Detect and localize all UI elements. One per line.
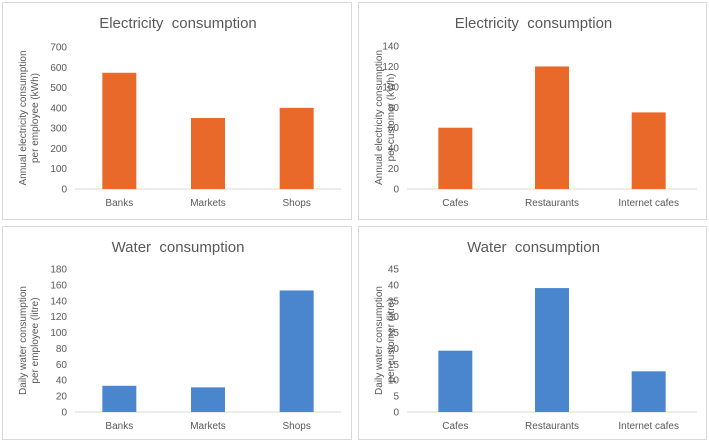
y-tick-label: 600 [50, 63, 67, 74]
y-tick-label: 0 [61, 185, 67, 196]
y-axis-label: Daily water consumption [374, 286, 385, 395]
chart-title: Water consumption [467, 239, 600, 256]
y-tick-label: 15 [388, 360, 400, 371]
bar [102, 385, 137, 412]
y-tick-label: 120 [50, 312, 67, 323]
x-tick-label: Banks [105, 421, 133, 432]
bar [438, 350, 473, 412]
bar [438, 127, 473, 189]
bar [191, 387, 225, 412]
x-tick-label: Markets [190, 421, 226, 432]
y-tick-label: 200 [50, 144, 67, 155]
water-per-employee-chart: Water consumption Daily water consumption… [18, 239, 341, 432]
bar [191, 118, 225, 189]
bar [279, 107, 314, 189]
y-tick-label: 40 [388, 280, 400, 291]
y-tick-label: 100 [50, 328, 67, 339]
y-axis-label: per customer (litre) [386, 299, 397, 383]
y-tick-label: 120 [382, 62, 399, 73]
x-tick-label: Shops [282, 198, 310, 209]
x-tick-label: Internet cafes [618, 198, 679, 209]
x-tick-label: Cafes [442, 198, 468, 209]
x-tick-label: Restaurants [525, 421, 579, 432]
y-axis-label: per customer (kWh) [386, 74, 397, 162]
electricity-per-customer-panel: Electricity consumption Annual electricit… [358, 2, 707, 220]
y-tick-label: 20 [388, 344, 400, 355]
chart-title: Water consumption [112, 239, 245, 256]
y-tick-label: 45 [388, 265, 400, 276]
chart-title: Electricity consumption [455, 15, 613, 32]
y-tick-label: 30 [388, 312, 400, 323]
y-tick-label: 140 [382, 42, 399, 53]
y-tick-label: 20 [56, 392, 68, 403]
y-tick-label: 25 [388, 328, 400, 339]
y-tick-label: 0 [393, 185, 399, 196]
y-tick-label: 20 [388, 164, 400, 175]
y-tick-label: 35 [388, 296, 400, 307]
x-tick-label: Cafes [442, 421, 468, 432]
y-tick-label: 60 [56, 360, 68, 371]
y-tick-label: 140 [50, 296, 67, 307]
y-tick-label: 5 [393, 392, 399, 403]
y-tick-label: 40 [56, 376, 68, 387]
y-tick-label: 0 [61, 408, 67, 419]
bar [279, 290, 314, 412]
y-tick-label: 10 [388, 376, 400, 387]
y-tick-label: 160 [50, 280, 67, 291]
x-tick-label: Banks [105, 198, 133, 209]
y-axis-label: Annual electricity consumption [374, 50, 385, 185]
electricity-per-employee-panel: Electricity consumption Annual electricit… [2, 2, 352, 220]
x-tick-label: Shops [282, 421, 310, 432]
bar [535, 288, 569, 412]
y-axis-label: Daily water consumption [18, 286, 29, 395]
y-tick-label: 300 [50, 124, 67, 135]
water-per-customer-panel: Water consumption Daily water consumption… [358, 226, 707, 440]
y-tick-label: 40 [388, 144, 400, 155]
water-per-customer-chart: Water consumption Daily water consumption… [374, 239, 697, 432]
bar [631, 371, 666, 412]
y-tick-label: 60 [388, 123, 400, 134]
y-tick-label: 500 [50, 83, 67, 94]
electricity-per-customer-chart: Electricity consumption Annual electricit… [374, 15, 697, 209]
bar [535, 66, 569, 189]
y-tick-label: 80 [56, 344, 68, 355]
y-tick-label: 100 [50, 164, 67, 175]
chart-title: Electricity consumption [99, 15, 257, 32]
electricity-per-employee-chart: Electricity consumption Annual electricit… [18, 15, 341, 209]
y-axis-label: Annual electricity consumption [18, 50, 29, 185]
y-axis-label: per employee (kWh) [30, 73, 41, 163]
y-axis-label: per employee (litre) [30, 297, 41, 383]
y-tick-label: 400 [50, 103, 67, 114]
y-tick-label: 100 [382, 82, 399, 93]
y-tick-label: 180 [50, 265, 67, 276]
bar [631, 112, 666, 189]
bar [102, 72, 137, 189]
y-tick-label: 0 [393, 408, 399, 419]
water-per-employee-panel: Water consumption Daily water consumption… [2, 226, 352, 440]
y-tick-label: 80 [388, 103, 400, 114]
y-tick-label: 700 [50, 43, 67, 54]
x-tick-label: Restaurants [525, 198, 579, 209]
x-tick-label: Markets [190, 198, 226, 209]
x-tick-label: Internet cafes [618, 421, 679, 432]
